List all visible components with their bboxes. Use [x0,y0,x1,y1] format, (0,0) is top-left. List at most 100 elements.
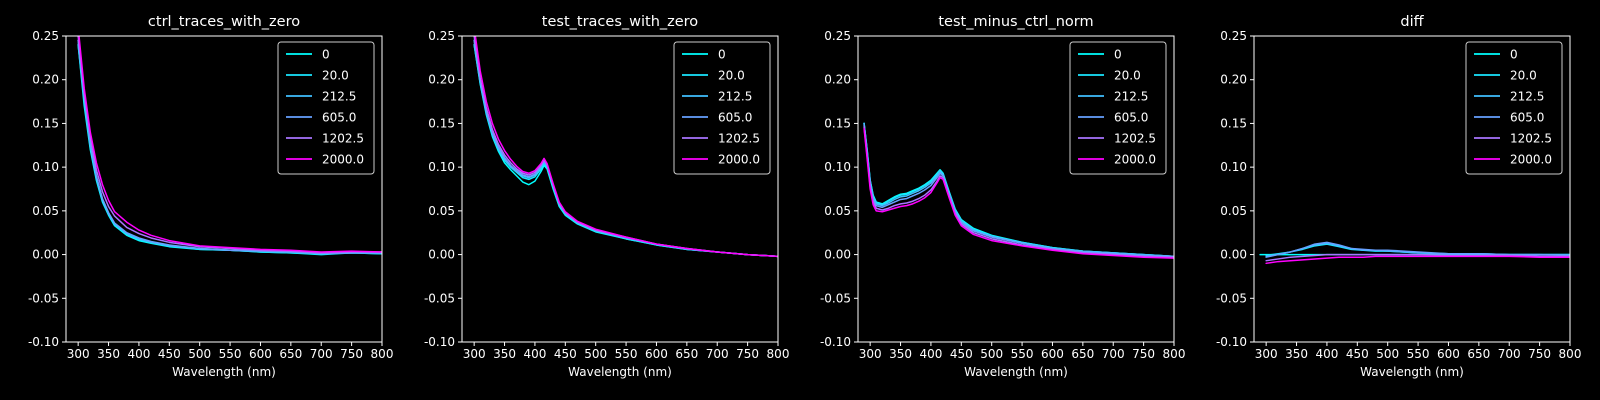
series-line [1265,253,1570,262]
axes-frame [857,35,1175,343]
y-tick-label: 0.15 [1220,116,1247,130]
y-tick-label: -0.05 [1216,291,1247,305]
series-line [1265,255,1570,265]
x-tick-label: 550 [219,347,242,361]
y-tick-label: 0.05 [32,204,59,218]
legend-label: 20.0 [1114,69,1141,83]
x-tick-label: 750 [736,347,759,361]
legend: 0 20.0 212.5 605.0 1202.5 2000.0 [673,41,771,175]
x-tick-label: 450 [158,347,181,361]
x-tick-label: 500 [188,347,211,361]
y-tick-label: 0.05 [1220,204,1247,218]
y-tick-label: 0.10 [824,160,851,174]
series-group [473,36,778,258]
legend-label: 20.0 [1510,69,1537,83]
series-group [1259,241,1570,265]
x-tick-label: 750 [1528,347,1551,361]
y-tick-label: 0.25 [824,29,851,43]
y-tick-label: 0.20 [428,73,455,87]
y-tick-label: 0.05 [428,204,455,218]
legend-label: 605.0 [1114,111,1148,125]
legend-label: 20.0 [718,69,745,83]
x-tick-label: 600 [1041,347,1064,361]
x-tick-label: 800 [767,347,790,361]
x-tick-label: 800 [1163,347,1186,361]
axes-frame [1253,35,1571,343]
y-tick-label: 0.20 [1220,73,1247,87]
x-tick-label: 400 [127,347,150,361]
x-axis-label: Wavelength (nm) [1360,365,1464,379]
legend-label: 1202.5 [718,132,760,146]
x-tick-label: 400 [523,347,546,361]
y-tick-label: 0.00 [1220,248,1247,262]
chart-panel: 300 350 400 450 500 550 600 650 700 750 800 -0.10 -0… [1216,14,1582,379]
x-tick-label: 700 [706,347,729,361]
x-tick-label: 700 [310,347,333,361]
legend-label: 1202.5 [322,132,364,146]
series-line [1265,241,1570,258]
y-tick-label: 0.20 [824,73,851,87]
x-axis-label: Wavelength (nm) [568,365,672,379]
y-tick-label: 0.10 [1220,160,1247,174]
chart-panel: 300 350 400 450 500 550 600 650 700 750 800 -0.10 -0… [28,14,394,379]
series-group [863,122,1174,259]
x-tick-label: 350 [889,347,912,361]
legend-label: 212.5 [1510,90,1544,104]
x-tick-label: 650 [675,347,698,361]
x-tick-label: 800 [371,347,394,361]
y-tick-label: -0.10 [820,335,851,349]
legend-label: 0 [1510,48,1518,62]
x-tick-label: 800 [1559,347,1582,361]
y-tick-label: 0.25 [428,29,455,43]
y-tick-label: 0.15 [32,116,59,130]
legend: 0 20.0 212.5 605.0 1202.5 2000.0 [1069,41,1167,175]
x-tick-label: 650 [1467,347,1490,361]
y-tick-label: 0.10 [428,160,455,174]
legend-label: 605.0 [1510,111,1544,125]
x-tick-label: 450 [1346,347,1369,361]
chart-title: ctrl_traces_with_zero [148,14,300,30]
legend-label: 2000.0 [322,153,364,167]
x-tick-label: 600 [249,347,272,361]
legend-label: 212.5 [718,90,752,104]
x-tick-label: 600 [1437,347,1460,361]
series-line [77,36,382,254]
legend-label: 212.5 [322,90,356,104]
x-axis-label: Wavelength (nm) [172,365,276,379]
legend-label: 1202.5 [1114,132,1156,146]
y-tick-label: 0.20 [32,73,59,87]
y-tick-label: 0.15 [824,116,851,130]
legend-label: 1202.5 [1510,132,1552,146]
series-line [77,39,382,255]
y-tick-label: 0.15 [428,116,455,130]
x-tick-label: 500 [1376,347,1399,361]
legend-label: 605.0 [718,111,752,125]
legend: 0 20.0 212.5 605.0 1202.5 2000.0 [1465,41,1563,175]
y-tick-label: -0.05 [820,291,851,305]
axes-frame [461,35,779,343]
legend-label: 20.0 [322,69,349,83]
x-tick-label: 350 [97,347,120,361]
series-line [863,127,1174,259]
y-tick-label: -0.10 [1216,335,1247,349]
x-tick-label: 550 [1011,347,1034,361]
x-tick-label: 300 [67,347,90,361]
chart-panel: 300 350 400 450 500 550 600 650 700 750 800 -0.10 -0… [820,14,1186,379]
x-tick-label: 550 [615,347,638,361]
x-tick-label: 450 [554,347,577,361]
x-tick-label: 650 [279,347,302,361]
x-tick-label: 400 [919,347,942,361]
axes-frame [65,35,383,343]
x-tick-label: 750 [340,347,363,361]
x-tick-label: 600 [645,347,668,361]
legend-label: 212.5 [1114,90,1148,104]
x-tick-label: 500 [584,347,607,361]
y-tick-label: -0.05 [28,291,59,305]
series-line [863,124,1174,258]
legend-label: 605.0 [322,111,356,125]
y-tick-label: -0.10 [28,335,59,349]
legend-label: 0 [322,48,330,62]
series-group [77,36,382,256]
x-tick-label: 700 [1102,347,1125,361]
